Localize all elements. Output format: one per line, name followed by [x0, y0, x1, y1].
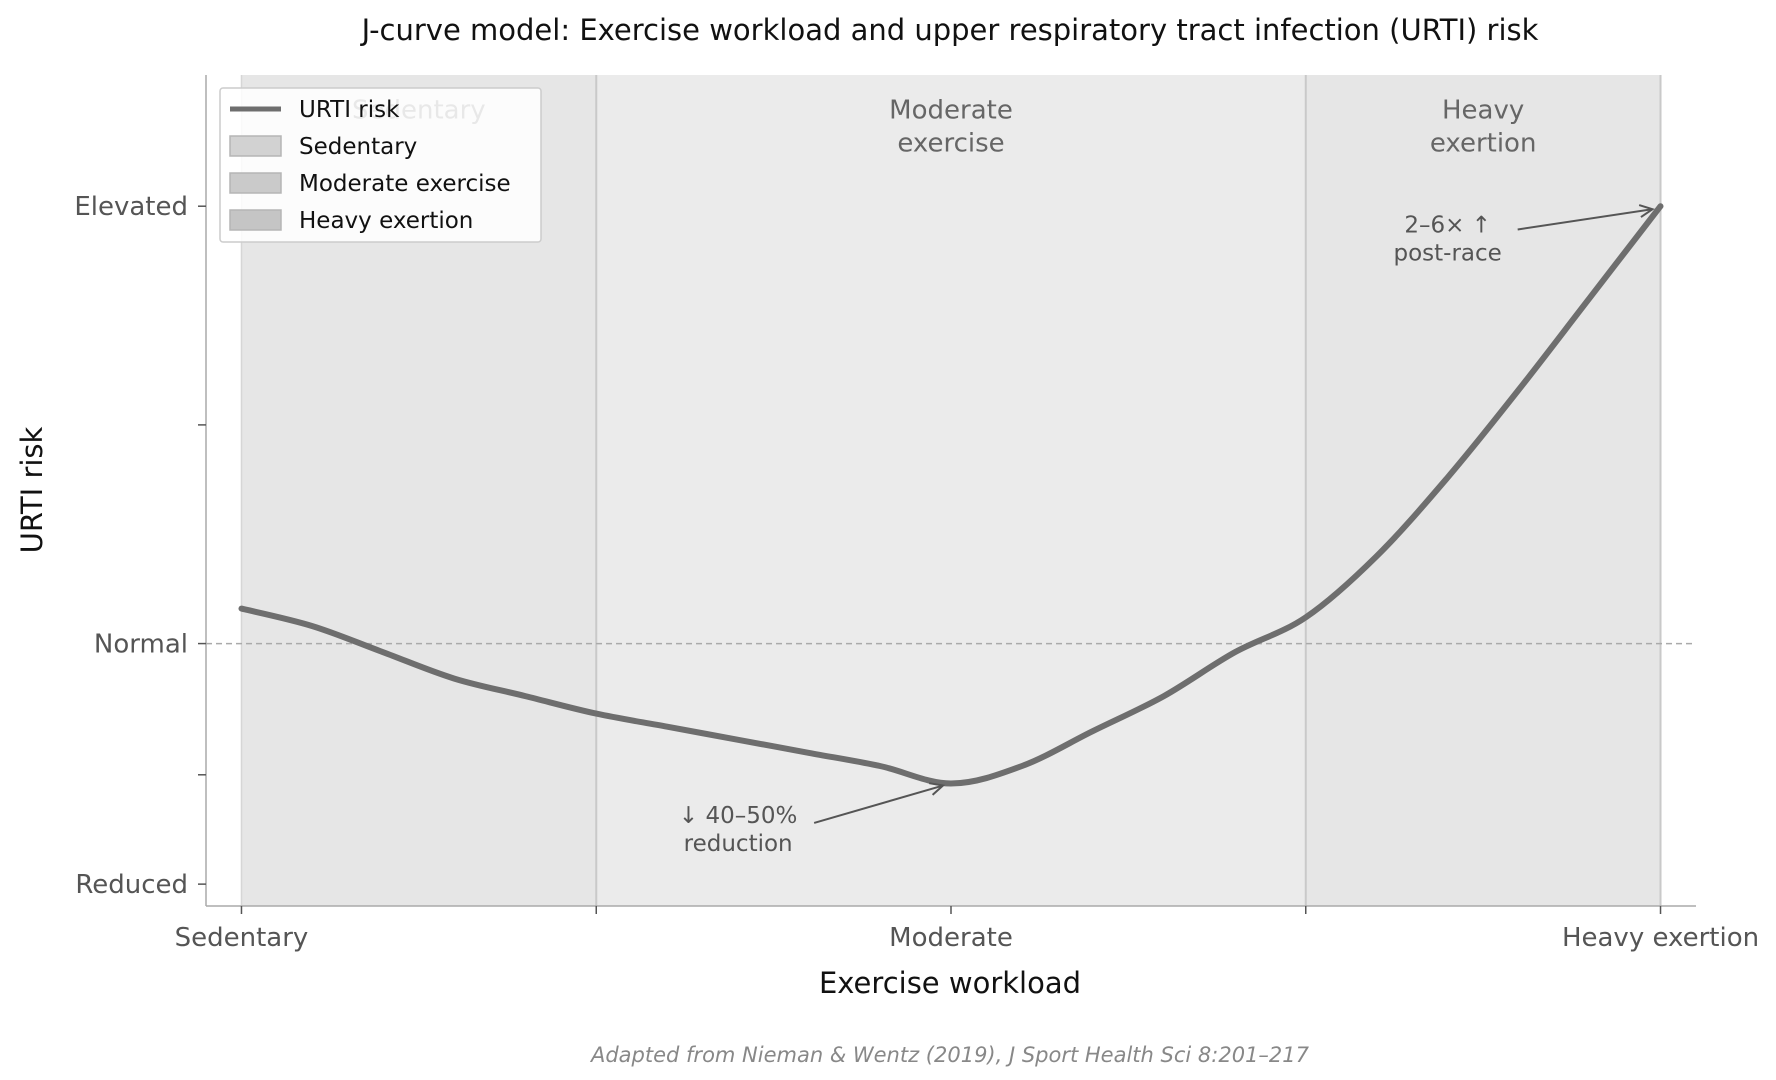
axes: Sedentary Moderate Heavy exertion Reduced No… — [74, 75, 1759, 953]
x-tick-label: Heavy exertion — [1562, 923, 1759, 953]
y-tick-label: Normal — [94, 630, 188, 660]
region-label-moderate-exercise: Moderate exercise — [889, 96, 1013, 159]
annotations: ↓ 40–50% reduction 2–6× ↑ post-race — [679, 204, 1655, 857]
region-label-heavy-exertion: Heavy exertion — [1430, 96, 1537, 159]
x-tick-label: Moderate — [889, 923, 1013, 953]
annotation-arrowhead — [1638, 204, 1655, 218]
annotation-arrowhead — [929, 782, 946, 796]
legend-box — [219, 87, 542, 243]
legend-label-urti-risk[interactable]: URTI risk — [299, 97, 400, 123]
y-axis-label: URTI risk — [15, 426, 49, 553]
x-tick-label: Sedentary — [175, 923, 309, 953]
y-tick-label: Elevated — [74, 192, 188, 222]
annotation-arrow — [1517, 208, 1653, 231]
annotation-text: ↓ 40–50% reduction — [679, 803, 797, 857]
legend-label-moderate-exercise[interactable]: Moderate exercise — [299, 171, 511, 197]
legend-label-heavy-exertion[interactable]: Heavy exertion — [299, 208, 473, 234]
legend-swatch-heavy-exertion — [229, 209, 282, 231]
y-tick-label: Reduced — [75, 870, 188, 900]
annotation-text: 2–6× ↑ post-race — [1394, 212, 1502, 266]
x-axis-label: Exercise workload — [819, 966, 1081, 1000]
series-line-urti-risk — [238, 203, 1664, 787]
legend-swatch-sedentary — [229, 135, 282, 157]
region-band-heavy-exertion — [1305, 75, 1661, 906]
chart-title: J-curve model: Exercise workload and upp… — [360, 13, 1539, 47]
annotation-arrow — [813, 784, 944, 824]
series-group — [238, 203, 1664, 787]
legend-swatch-moderate-exercise — [229, 172, 282, 194]
legend[interactable]: URTI risk Sedentary Moderate exercise Heavy… — [219, 87, 542, 243]
source-note: Adapted from Nieman & Wentz (2019), J Sp… — [589, 1043, 1310, 1067]
region-band-moderate-exercise — [596, 75, 1306, 906]
legend-label-sedentary[interactable]: Sedentary — [299, 134, 417, 160]
